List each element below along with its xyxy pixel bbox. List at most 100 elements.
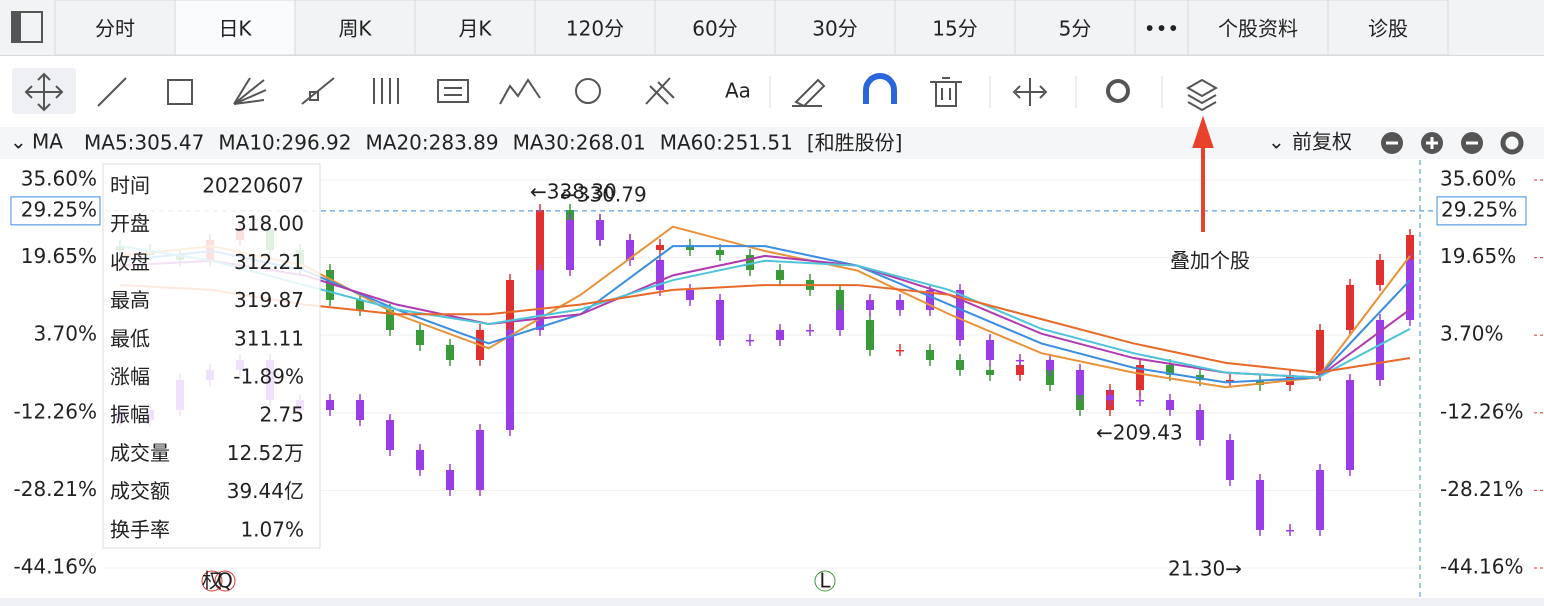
tooltip-label: 时间 [110,174,150,198]
tab[interactable] [414,0,536,56]
tooltip-value: 319.87 [234,288,304,312]
tab[interactable] [294,0,416,56]
annotation: ←330.79 [560,183,647,207]
candle-body [446,345,454,360]
tooltip-label: 收盘 [110,250,150,274]
candle-body [656,259,664,290]
tab[interactable] [774,0,896,56]
tooltip [102,163,321,549]
candle-body [536,269,544,330]
candle-body [926,289,934,310]
candle-body [506,329,514,430]
ma-legend: MA20:283.89 [366,131,499,155]
text-tool-icon[interactable]: Aa [725,79,751,103]
marker-label: L [819,569,831,593]
tab[interactable] [1014,0,1136,56]
tab[interactable] [654,0,776,56]
candle-body [1316,469,1324,530]
candle-body [416,329,424,346]
candle-body [1406,235,1414,260]
tab[interactable] [1187,0,1329,56]
candle-body [866,319,874,350]
candle-body [1406,259,1414,320]
candle-body [1136,364,1144,391]
tab[interactable] [1327,0,1449,56]
ma-toggle[interactable]: ⌄ [10,130,27,154]
annotation: ←209.43 [1096,421,1183,445]
candle-body [806,329,814,332]
bottom-bar [0,598,1544,606]
tab-label: 5分 [1059,17,1092,41]
event-markers[interactable] [201,570,836,592]
tooltip-label: 换手率 [110,517,170,541]
candle-body [446,469,454,490]
tab-label: 个股资料 [1218,17,1298,41]
candle-body [506,279,514,330]
y-tick-label: -28.21% [14,477,97,501]
tab[interactable] [54,0,176,56]
candle-body [1346,379,1354,470]
candle-body [746,255,754,270]
candle-body [896,300,904,310]
candle-body [746,339,754,342]
ma-line [119,284,1411,374]
tooltip-label: 最低 [110,326,150,350]
callout-text: 叠加个股 [1170,249,1250,273]
y-tick-label: -44.16% [14,555,97,579]
annotation: 21.30→ [1168,557,1242,581]
candle-body [836,309,844,330]
candle-body [1256,379,1264,385]
y-tick-label: 3.70% [33,322,97,346]
y-tick-label: 19.65% [21,244,97,268]
tab-label: 诊股 [1368,17,1408,41]
tab-label: 60分 [692,17,737,41]
plot-area: 35.60% 35.60% 19.65% 19.65% 3.70% 3.70% -12.26… [10,160,1544,598]
adjust-toggle[interactable]: ⌄ [1268,130,1285,154]
y-tick-label: 35.60% [21,166,97,190]
candle-body [656,244,664,250]
ma-line [119,245,1411,384]
callout-arrow [1192,115,1214,232]
candle-body [686,289,694,301]
candle-body [1226,439,1234,481]
candle-body [566,219,574,270]
tooltip-value: 20220607 [202,174,304,198]
y-tick-label: -12.26% [14,399,97,423]
candle-body [1256,480,1264,530]
tooltip-label: 开盘 [110,212,150,236]
crosshair-label: 29.25% [21,197,97,221]
ma-line [119,254,1411,379]
candle-body [1166,399,1174,410]
ma-legend: MA30:268.01 [513,131,646,155]
ma-legend: MA60:251.51 [660,131,793,155]
y-tick-label-right: -44.16% [1440,555,1523,579]
candle-body [1136,399,1144,402]
tab-label: 120分 [566,17,624,41]
tab[interactable] [534,0,656,56]
tooltip-label: 最高 [110,288,150,312]
ma-bar-buttons[interactable] [1381,131,1524,155]
toolbar [0,56,1544,126]
candle-body [356,300,364,310]
candle-body [476,429,484,490]
candle-body [1286,529,1294,532]
ma-line [119,225,1411,389]
adjust-label[interactable]: 前复权 [1292,130,1352,154]
tooltip-label: 振幅 [110,403,150,427]
candle-body [986,369,994,375]
candle-body [1046,359,1054,370]
candle-body [596,219,604,240]
ma-line [119,245,1411,379]
tab-label: 月K [458,17,492,41]
ma-bar [0,127,1544,159]
candle-body [686,244,694,250]
toolbar-icons[interactable] [24,72,1219,112]
candle-body [416,449,424,470]
candle-body [356,399,364,420]
y-tick-label-right: -28.21% [1440,477,1523,501]
tooltip-value: 12.52万 [227,441,304,465]
crosshair-box [10,196,101,226]
tab-label: 分时 [95,17,135,41]
tab[interactable] [894,0,1016,56]
